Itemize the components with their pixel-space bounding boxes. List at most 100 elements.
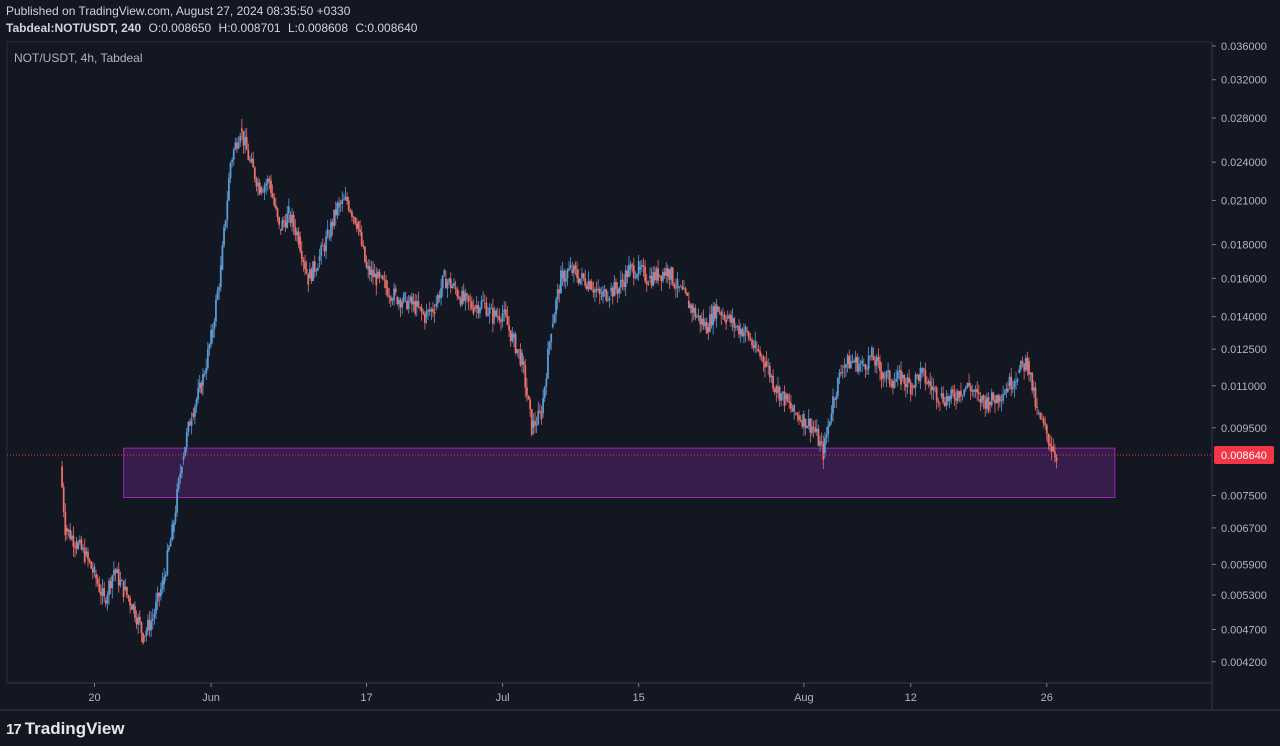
candle-body (681, 286, 684, 290)
candle-body (960, 391, 962, 396)
candle-body (832, 396, 834, 414)
candle-body (389, 296, 392, 301)
candle-body (621, 279, 624, 282)
candle-body (781, 391, 784, 394)
tradingview-brand[interactable]: 17 TradingView (6, 719, 125, 739)
candle-body (686, 292, 689, 296)
last-price-badge (1214, 446, 1274, 465)
candle-body (848, 355, 851, 369)
candle-body (757, 349, 760, 352)
candle-body (112, 569, 115, 576)
candle-body (577, 277, 580, 284)
candle-body (613, 282, 616, 297)
candle-body (140, 622, 143, 634)
candle-body (859, 363, 862, 365)
candle-body (1055, 457, 1058, 462)
candle-body (914, 374, 917, 388)
candle-body (347, 200, 350, 211)
candle-body (836, 377, 839, 396)
candle-body (694, 307, 697, 318)
candle-body (281, 220, 284, 231)
support-zone[interactable] (123, 447, 1116, 498)
candle-body (351, 211, 353, 217)
candle-body (268, 178, 271, 182)
candle-body (396, 296, 399, 305)
candle-body (744, 326, 747, 333)
y-tick-label: 0.005300 (1221, 590, 1267, 602)
candle-body (318, 255, 321, 262)
candle-body (430, 308, 433, 312)
candle-body (892, 380, 894, 388)
candle-body (662, 271, 664, 282)
candle-body (440, 288, 442, 299)
candle-body (433, 311, 436, 314)
candle-body (236, 142, 238, 149)
candle-body (376, 271, 379, 279)
candle-body (1016, 379, 1019, 382)
candle-body (500, 320, 502, 322)
candle-body (828, 421, 831, 426)
candle-body (291, 214, 293, 223)
candle-body (901, 374, 904, 379)
candle-body (947, 396, 949, 402)
candle-body (276, 208, 279, 218)
candle-body (1002, 394, 1004, 401)
candle-body (487, 313, 489, 316)
candle-body (333, 209, 336, 227)
candle-body (768, 365, 771, 378)
candle-body (1044, 423, 1047, 425)
candle-body (501, 312, 504, 322)
candle-body (815, 428, 818, 432)
candle-body (903, 374, 906, 384)
candle-body (730, 314, 732, 323)
candle-body (806, 426, 808, 428)
candle-body (691, 304, 694, 313)
candle-body (414, 301, 417, 314)
candle-body (95, 574, 97, 579)
candle-body (1052, 446, 1055, 452)
candle-body (602, 291, 604, 297)
candle-body (206, 348, 209, 368)
candle-body (568, 268, 570, 271)
candle-body (851, 360, 854, 362)
candle-body (997, 395, 1000, 403)
candle-body (824, 437, 826, 454)
candle-body (315, 270, 318, 272)
candle-body (956, 391, 959, 401)
candle-body (597, 288, 600, 291)
candle-body (346, 196, 349, 201)
candle-body (778, 386, 781, 401)
candle-body (665, 268, 668, 276)
plot-area (6, 41, 1213, 684)
candle-body (529, 399, 532, 410)
candle-body (569, 264, 572, 269)
candle-body (294, 227, 297, 236)
candle-body (289, 214, 292, 223)
x-tick-label: 17 (360, 692, 372, 704)
candle-body (519, 349, 522, 365)
candle-body (367, 266, 370, 270)
candle-body (937, 400, 940, 403)
candle-body (158, 592, 161, 597)
candle-body (119, 580, 122, 586)
candle-body (308, 269, 311, 279)
candle-body (709, 314, 711, 332)
candle-body (66, 527, 68, 532)
candle-body (553, 314, 556, 324)
candle-body (535, 424, 538, 426)
candle-body (804, 418, 807, 428)
candle-body (853, 360, 855, 363)
published-info: Published on TradingView.com, August 27,… (6, 4, 351, 18)
candle-body (77, 542, 80, 549)
candle-body (587, 280, 590, 290)
candle-body (558, 289, 561, 294)
candle-body (247, 149, 250, 160)
candle-body (454, 287, 457, 289)
candle-body (407, 301, 410, 310)
candle-body (226, 200, 229, 221)
candle-body (292, 214, 295, 228)
candle-body (595, 289, 598, 291)
candle-body (550, 333, 553, 343)
candle-body (992, 392, 995, 400)
